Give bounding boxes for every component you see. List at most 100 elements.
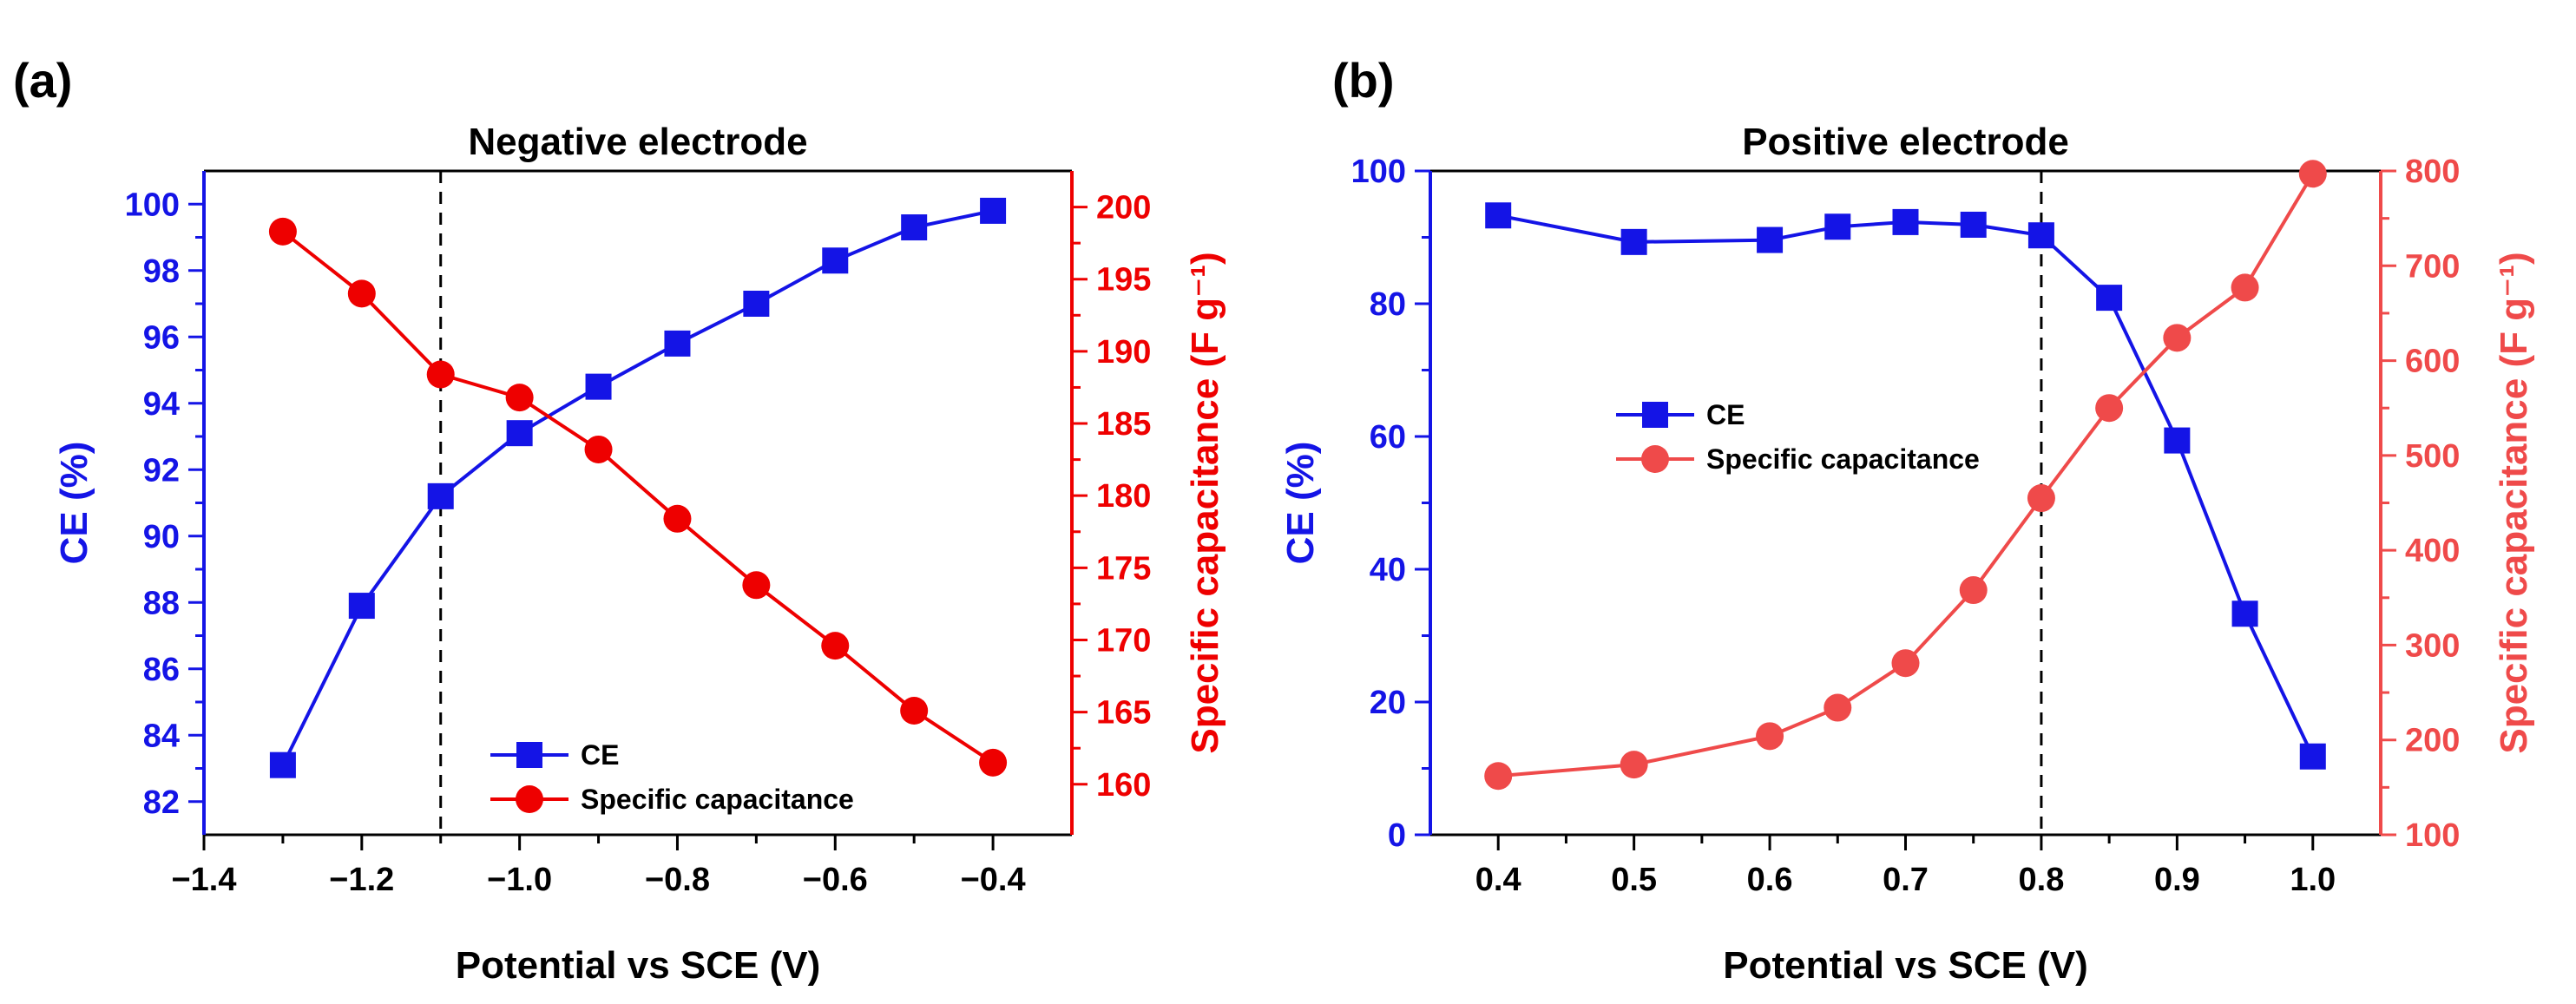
y-left-tick-label: 0 bbox=[1388, 817, 1406, 854]
capacitance-data-point bbox=[426, 360, 455, 389]
y-right-tick-label: 400 bbox=[2405, 533, 2460, 569]
ce-data-point bbox=[664, 330, 691, 357]
capacitance-data-point bbox=[742, 571, 771, 600]
legend-label: Specific capacitance bbox=[581, 784, 854, 815]
capacitance-data-point bbox=[821, 632, 850, 660]
x-tick-label: 0.8 bbox=[2019, 862, 2065, 898]
capacitance-data-point bbox=[268, 217, 297, 246]
y-left-tick-label: 98 bbox=[143, 253, 180, 290]
legend-label: Specific capacitance bbox=[1706, 443, 1980, 475]
y-left-tick-label: 92 bbox=[143, 452, 180, 489]
x-tick-label: 1.0 bbox=[2290, 862, 2336, 898]
capacitance-data-point bbox=[979, 748, 1008, 777]
y-left-tick-label: 94 bbox=[143, 386, 180, 423]
ce-data-point bbox=[2299, 743, 2326, 770]
chart-title: Negative electrode bbox=[468, 121, 807, 163]
capacitance-data-point bbox=[1620, 751, 1648, 779]
x-tick-label: 0.7 bbox=[1883, 862, 1929, 898]
capacitance-data-point bbox=[1756, 722, 1784, 751]
y-left-tick-label: 100 bbox=[1351, 154, 1406, 190]
y-left-tick-label: 96 bbox=[143, 319, 180, 356]
ce-data-point bbox=[348, 593, 375, 620]
capacitance-data-point bbox=[900, 696, 929, 725]
capacitance-data-point bbox=[2027, 484, 2055, 513]
capacitance-data-point bbox=[663, 504, 692, 533]
panel-label: (a) bbox=[13, 53, 72, 108]
y-right-tick-label: 170 bbox=[1096, 622, 1151, 659]
panel-a: (a) Negative electrode −1.4 −1.2 −1.0 −0.8 −0.… bbox=[13, 53, 1226, 987]
legend-square-marker bbox=[1642, 402, 1668, 428]
capacitance-series-line bbox=[281, 230, 995, 764]
capacitance-data-point bbox=[505, 384, 534, 412]
ce-data-point bbox=[822, 247, 849, 274]
y-left-tick-label: 40 bbox=[1370, 552, 1406, 588]
x-tick-label: −1.0 bbox=[487, 862, 552, 898]
x-tick-label: −1.4 bbox=[171, 862, 236, 898]
capacitance-data-point bbox=[1959, 576, 1988, 605]
ce-data-point bbox=[269, 751, 296, 778]
y-left-axis-title: CE (%) bbox=[53, 442, 95, 565]
legend-circle-marker bbox=[1641, 445, 1669, 473]
y-right-tick-label: 195 bbox=[1096, 262, 1151, 299]
capacitance-data-point bbox=[2163, 324, 2192, 352]
x-tick-label: −0.4 bbox=[961, 862, 1026, 898]
capacitance-data-point bbox=[1891, 649, 1920, 678]
ce-series-line bbox=[281, 208, 994, 766]
ce-data-point bbox=[901, 214, 928, 241]
capacitance-data-point bbox=[2298, 160, 2327, 188]
y-right-tick-label: 180 bbox=[1096, 478, 1151, 515]
panel-b: (b) Positive electrode 0.4 0.5 0.6 0.7 0.8 0.9 1… bbox=[1279, 53, 2535, 987]
y-left-axis-title: CE (%) bbox=[1279, 442, 1322, 565]
y-right-tick-label: 300 bbox=[2405, 627, 2460, 664]
y-right-tick-label: 800 bbox=[2405, 154, 2460, 190]
y-right-axis-title: Specific capacitance (F g⁻¹) bbox=[2493, 252, 2535, 753]
y-right-tick-label: 185 bbox=[1096, 406, 1151, 443]
ce-data-point bbox=[1485, 202, 1512, 229]
legend-label: CE bbox=[581, 739, 619, 771]
legend-square-marker bbox=[516, 742, 542, 768]
capacitance-data-point bbox=[2095, 394, 2124, 423]
ce-data-point bbox=[1824, 213, 1851, 240]
x-axis-title: Potential vs SCE (V) bbox=[1723, 944, 2088, 987]
y-left-tick-label: 60 bbox=[1370, 419, 1406, 456]
legend-circle-marker bbox=[516, 785, 543, 813]
y-left-tick-label: 90 bbox=[143, 519, 180, 555]
y-right-tick-label: 100 bbox=[2405, 817, 2460, 854]
x-tick-label: 0.9 bbox=[2154, 862, 2200, 898]
capacitance-data-point bbox=[347, 279, 376, 308]
x-tick-label: −0.6 bbox=[803, 862, 868, 898]
ce-data-point bbox=[585, 373, 612, 400]
ce-data-point bbox=[2231, 600, 2258, 627]
x-tick-label: 0.4 bbox=[1475, 862, 1521, 898]
y-left-tick-label: 88 bbox=[143, 585, 180, 621]
ce-data-point bbox=[2027, 222, 2054, 249]
legend-label: CE bbox=[1706, 399, 1745, 430]
y-left-tick-label: 20 bbox=[1370, 685, 1406, 721]
y-right-tick-label: 165 bbox=[1096, 695, 1151, 732]
capacitance-data-point bbox=[584, 435, 613, 463]
ce-data-point bbox=[1620, 228, 1647, 255]
y-left-tick-label: 84 bbox=[143, 718, 180, 754]
capacitance-data-point bbox=[1824, 693, 1852, 722]
ce-data-point bbox=[2096, 285, 2123, 312]
y-right-tick-label: 500 bbox=[2405, 438, 2460, 475]
y-left-tick-label: 82 bbox=[143, 784, 180, 821]
y-left-tick-label: 86 bbox=[143, 652, 180, 688]
y-right-tick-label: 190 bbox=[1096, 334, 1151, 371]
chart-title: Positive electrode bbox=[1742, 121, 2069, 163]
ce-data-point bbox=[427, 482, 454, 509]
panel-label: (b) bbox=[1332, 53, 1395, 108]
ce-data-point bbox=[980, 197, 1007, 224]
x-tick-label: 0.6 bbox=[1747, 862, 1793, 898]
y-left-tick-label: 80 bbox=[1370, 286, 1406, 323]
x-axis-title: Potential vs SCE (V) bbox=[456, 944, 821, 987]
y-right-tick-label: 200 bbox=[2405, 723, 2460, 759]
ce-data-point bbox=[743, 291, 770, 317]
x-tick-label: 0.5 bbox=[1611, 862, 1657, 898]
y-right-tick-label: 200 bbox=[1096, 190, 1151, 226]
ce-data-point bbox=[506, 420, 533, 447]
ce-data-point bbox=[1892, 208, 1919, 235]
capacitance-data-point bbox=[1484, 762, 1513, 791]
y-right-tick-label: 160 bbox=[1096, 767, 1151, 804]
